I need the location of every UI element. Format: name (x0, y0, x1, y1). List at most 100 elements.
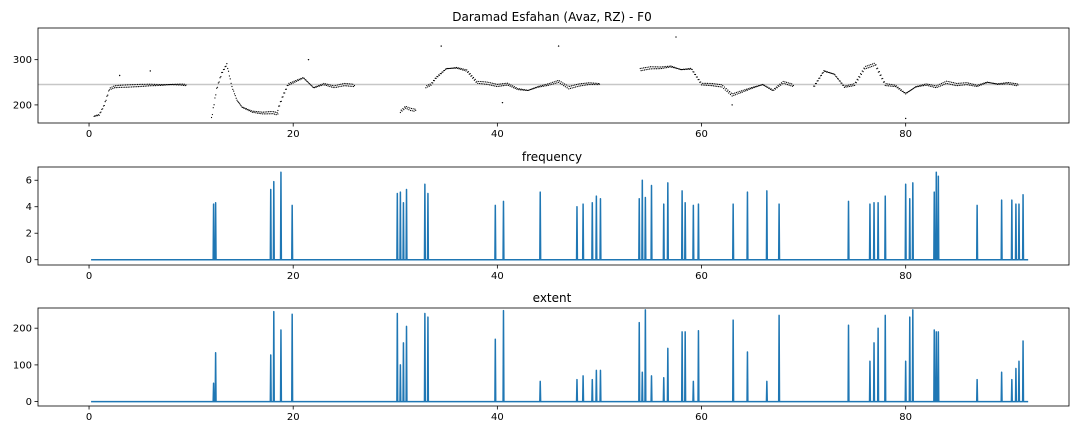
f0-point (328, 84, 330, 86)
f0-point (852, 85, 854, 87)
f0-point (942, 82, 944, 84)
f0-point (948, 83, 950, 85)
f0-point (951, 81, 953, 83)
f0-point (945, 80, 948, 82)
frequency-series-line (91, 171, 1029, 261)
f0-point (211, 113, 213, 116)
f0-point (819, 77, 821, 79)
f0-point (768, 87, 771, 89)
f0-point (399, 111, 401, 114)
f0-point (863, 67, 865, 69)
f0-segment (277, 77, 356, 112)
f0-point (844, 85, 846, 87)
f0-point (773, 89, 775, 91)
f0-point (666, 65, 669, 67)
f0-point (106, 95, 108, 97)
f0-point (654, 66, 657, 68)
f0-point (953, 84, 955, 86)
f0-point (229, 78, 231, 80)
f0-point (159, 83, 161, 86)
f0-point (886, 85, 888, 87)
f0-point (487, 83, 489, 86)
f0-point (646, 66, 648, 68)
f0-point (272, 113, 274, 115)
f0-point (970, 84, 972, 87)
f0-point (324, 84, 326, 86)
f0-point (730, 92, 732, 94)
f0-point (146, 85, 148, 87)
f0-point (874, 64, 876, 66)
f0-point (341, 85, 343, 87)
f0-point (834, 74, 836, 76)
f0-point (269, 111, 271, 113)
f0-point (947, 80, 949, 83)
extent-x-tick-label: 40 (491, 412, 504, 423)
f0-point (786, 83, 789, 86)
f0-point (659, 68, 661, 70)
f0-point (552, 83, 555, 85)
f0-point (643, 67, 645, 69)
f0-point (654, 68, 656, 70)
f0-point (925, 83, 927, 85)
f0-point (151, 85, 153, 87)
f0-point (230, 82, 232, 85)
f0-point (967, 84, 969, 86)
f0-point (962, 84, 964, 86)
f0-point (691, 68, 693, 71)
f0-point (486, 81, 488, 83)
f0-point (257, 111, 259, 113)
f0-point (956, 84, 959, 87)
f0-point (922, 85, 925, 87)
f0-point (237, 100, 239, 103)
f0-point (176, 84, 178, 86)
f0-point (717, 85, 720, 88)
f0-point (888, 83, 891, 85)
f0-point (333, 85, 335, 87)
f0-point (562, 82, 564, 84)
f0-point (563, 83, 566, 85)
f0-point (509, 85, 511, 87)
f0-point (596, 82, 598, 84)
f0-point (501, 83, 504, 85)
f0-point (96, 115, 99, 117)
f0-point (152, 83, 154, 85)
f0-point (1006, 82, 1008, 84)
f0-point (440, 73, 442, 75)
f0-point (540, 85, 542, 87)
f0-point (320, 84, 322, 87)
f0-point (351, 85, 353, 87)
f0-point (428, 85, 430, 87)
frequency-panel: frequency 0 20 40 60 80 0 2 4 6 (26, 150, 1070, 282)
f0-point (586, 82, 588, 84)
f0-point (706, 82, 709, 84)
f0-point (278, 105, 281, 107)
f0-point (264, 111, 266, 113)
f0-point (403, 108, 405, 111)
f0-point (698, 78, 700, 81)
f0-point (311, 85, 313, 87)
f0-point (884, 84, 886, 87)
f0-point (475, 81, 477, 83)
f0-point (332, 86, 334, 89)
f0-point (433, 80, 436, 82)
f0-point (1004, 82, 1006, 84)
f0-point (285, 88, 287, 90)
f0-point (706, 84, 708, 86)
f0-point (124, 86, 126, 88)
f0-point (833, 73, 835, 75)
f0-point (999, 82, 1001, 85)
f0-point (415, 109, 417, 111)
f0-point (500, 83, 502, 85)
f0-point (748, 88, 750, 91)
f0-point (334, 86, 336, 89)
f0-point (950, 83, 952, 85)
f0-point (210, 116, 213, 119)
f0-point (955, 84, 957, 87)
f0-point (861, 70, 863, 72)
f0-point (554, 82, 556, 84)
f0-point (216, 87, 218, 89)
f0-point (112, 87, 114, 90)
f0-point (238, 102, 240, 104)
f0-point (296, 80, 298, 82)
f0-point (108, 90, 110, 92)
